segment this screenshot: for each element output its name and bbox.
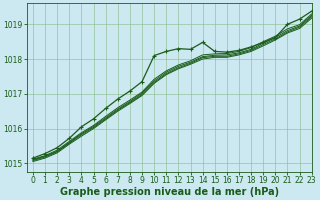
X-axis label: Graphe pression niveau de la mer (hPa): Graphe pression niveau de la mer (hPa) [60,187,279,197]
